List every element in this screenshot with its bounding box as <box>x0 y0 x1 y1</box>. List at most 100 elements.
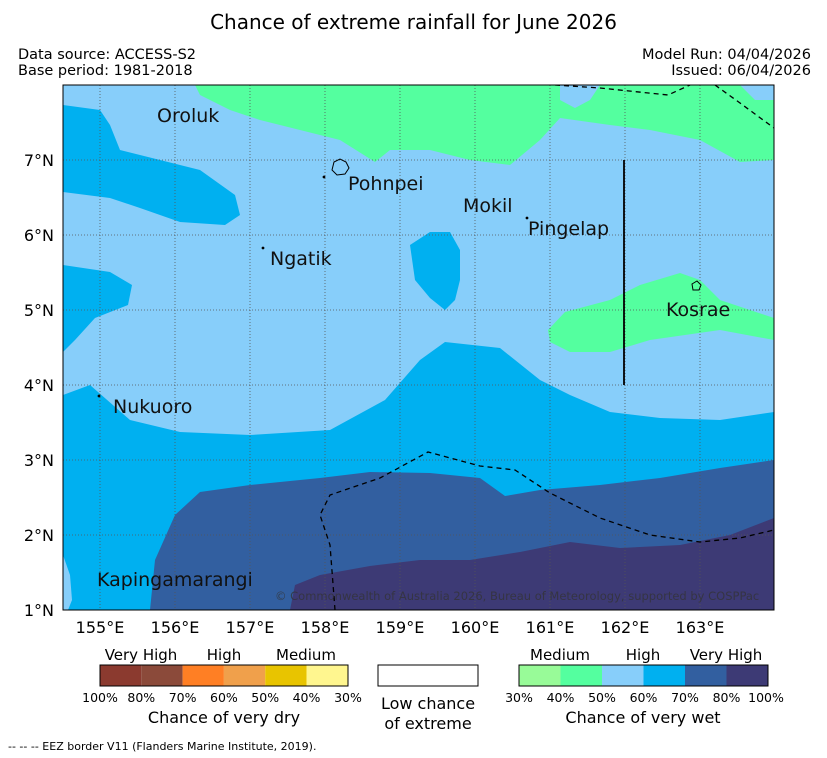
islands <box>97 158 702 398</box>
wet-caption: Chance of very wet <box>565 708 720 727</box>
meta-left: Data source: ACCESS-S2 Base period: 1981… <box>18 47 196 79</box>
lon-label: 162°E <box>601 618 650 637</box>
ant-atoll <box>322 175 326 179</box>
model-run: Model Run: 04/04/2026 <box>641 47 811 63</box>
lat-label: 4°N <box>24 376 54 395</box>
dry-caption: Chance of very dry <box>148 708 300 727</box>
wet-swatch <box>519 665 561 686</box>
wet-header-medium: Medium <box>530 646 590 664</box>
lon-label: 159°E <box>376 618 425 637</box>
region-central-60-70 <box>410 232 460 310</box>
eez-border-north <box>554 85 691 96</box>
wet-tick: 80% <box>713 690 741 705</box>
dry-header-medium: Medium <box>276 646 336 664</box>
base-period: Base period: 1981-2018 <box>18 63 193 79</box>
region-south-80-100 <box>290 518 774 610</box>
pohnpei-island <box>331 158 350 176</box>
dry-header-high: High <box>207 646 241 664</box>
probability-regions <box>63 85 774 610</box>
region-northeast-edge <box>740 85 774 100</box>
dry-tick: 30% <box>334 690 362 705</box>
label-pohnpei: Pohnpei <box>348 173 424 195</box>
lat-label: 2°N <box>24 526 54 545</box>
dry-tick: 80% <box>127 690 155 705</box>
nukuoro-atoll <box>97 394 101 398</box>
lon-label: 158°E <box>301 618 350 637</box>
latitude-axis: 7°N 6°N 5°N 4°N 3°N 2°N 1°N <box>24 151 54 620</box>
wet-tick: 70% <box>671 690 699 705</box>
label-kapingamarangi: Kapingamarangi <box>97 569 253 591</box>
dry-tick: 70% <box>169 690 197 705</box>
region-southwest-60-70 <box>63 555 72 610</box>
issued-date: Issued: 06/04/2026 <box>671 63 811 79</box>
place-labels: Oroluk Pohnpei Mokil Pingelap Ngatik Kos… <box>97 105 730 591</box>
wet-swatch <box>685 665 727 686</box>
wet-header-very-high: Very High <box>690 646 763 664</box>
grid-lines <box>63 85 774 610</box>
dry-swatch <box>100 665 142 686</box>
dry-header-very-high: Very High <box>105 646 178 664</box>
lat-label: 5°N <box>24 301 54 320</box>
data-source: Data source: ACCESS-S2 <box>18 47 197 63</box>
low-chance-caption-1: Low chance <box>381 694 475 713</box>
lon-label: 157°E <box>226 618 275 637</box>
dry-swatch <box>182 665 224 686</box>
lat-label: 7°N <box>24 151 54 170</box>
dry-tick: 50% <box>251 690 279 705</box>
dry-colorbar-frame <box>99 664 349 687</box>
label-kosrae: Kosrae <box>666 299 730 321</box>
region-west-60-70 <box>63 105 240 225</box>
eez-footnote: -- -- -- EEZ border V11 (Flanders Marine… <box>8 740 317 753</box>
map-title: Chance of extreme rainfall for June 2026 <box>210 10 617 34</box>
low-chance-swatch <box>377 664 479 687</box>
wet-swatch <box>560 665 602 686</box>
longitude-axis: 155°E 156°E 157°E 158°E 159°E 160°E 161°… <box>76 618 725 637</box>
dry-tick: 60% <box>210 690 238 705</box>
low-chance-legend: Low chance of extreme <box>377 664 479 733</box>
wet-tick: 60% <box>630 690 658 705</box>
wet-tick: 100% <box>748 690 784 705</box>
lon-label: 160°E <box>451 618 500 637</box>
lat-label: 3°N <box>24 451 54 470</box>
label-pingelap: Pingelap <box>528 218 609 240</box>
label-ngatik: Ngatik <box>270 248 332 270</box>
label-nukuoro: Nukuoro <box>113 396 192 418</box>
dry-swatch <box>141 665 183 686</box>
kosrae-island <box>691 280 702 291</box>
eez-borders <box>319 85 774 610</box>
pingelap-atoll <box>525 216 529 220</box>
lat-label: 1°N <box>24 601 54 620</box>
region-northeast-50-60 <box>560 85 600 108</box>
eez-border-south <box>319 451 774 610</box>
dry-colorbar: Very High High Medium 100% 80% 70% 60% 5… <box>82 646 362 727</box>
dry-swatch <box>306 665 348 686</box>
wet-colorbar: Medium High Very High 30% 40% 50% 60% 70… <box>505 646 784 727</box>
wet-tick: 40% <box>547 690 575 705</box>
wet-swatch <box>602 665 644 686</box>
lon-label: 163°E <box>676 618 725 637</box>
label-mokil: Mokil <box>463 195 513 217</box>
wet-tick: 30% <box>505 690 533 705</box>
dry-tick: 40% <box>293 690 321 705</box>
region-north-40-50 <box>195 85 774 165</box>
region-west2-60-70 <box>63 265 132 352</box>
lat-label: 6°N <box>24 226 54 245</box>
map-frame <box>62 84 775 611</box>
wet-header-high: High <box>626 646 660 664</box>
wet-colorbar-frame <box>518 664 769 687</box>
wet-swatch <box>643 665 685 686</box>
lon-label: 155°E <box>76 618 125 637</box>
eez-border-northeast <box>714 85 774 129</box>
label-oroluk: Oroluk <box>157 105 219 127</box>
dry-swatch <box>223 665 266 686</box>
lon-label: 161°E <box>526 618 575 637</box>
copyright-notice: © Commonwealth of Australia 2026, Bureau… <box>275 589 759 603</box>
ngatik-atoll <box>261 246 265 250</box>
low-chance-caption-2: of extreme <box>384 714 471 733</box>
wet-swatch <box>726 665 768 686</box>
lon-label: 156°E <box>151 618 200 637</box>
dry-swatch <box>265 665 307 686</box>
wet-tick: 50% <box>588 690 616 705</box>
meta-right: Model Run: 04/04/2026 Issued: 06/04/2026 <box>642 47 811 79</box>
